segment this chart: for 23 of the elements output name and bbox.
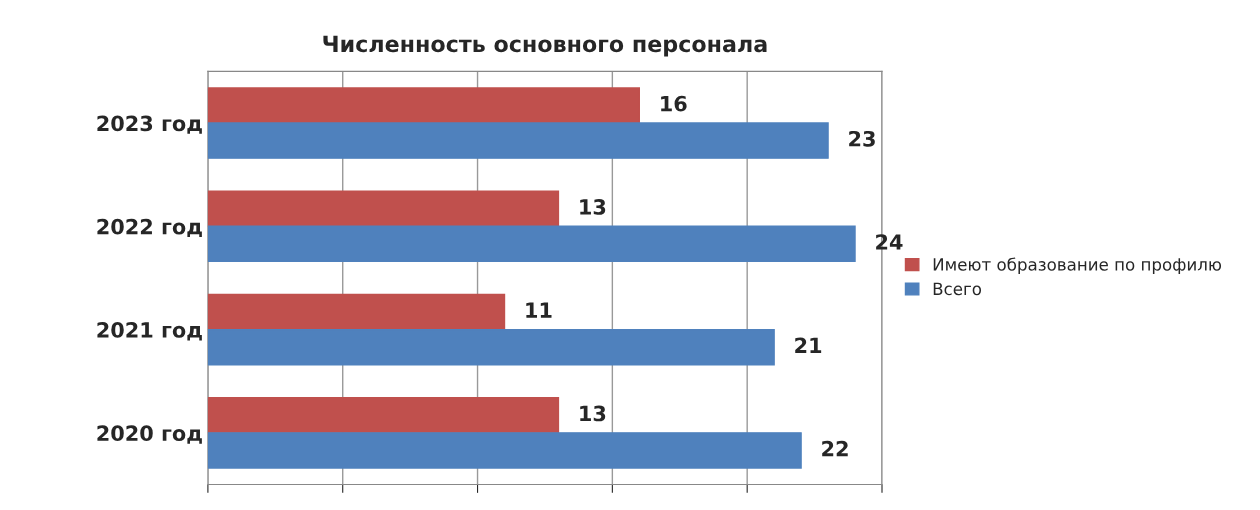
y-tick-label: 2020 год	[97, 425, 202, 444]
bar	[207, 432, 802, 469]
data-label: 24	[876, 234, 903, 250]
data-label: 23	[849, 130, 875, 147]
legend-label: Имеют образование по профилю	[933, 257, 1222, 274]
data-label: 16	[661, 95, 687, 112]
bar	[207, 190, 560, 228]
legend-label: Всего	[933, 282, 982, 296]
bar	[207, 225, 856, 263]
y-tick-label: 2023 год	[97, 115, 202, 134]
data-label: 22	[822, 440, 848, 457]
bar	[207, 328, 775, 366]
bar	[207, 87, 641, 124]
y-tick-label: 2022 год	[97, 218, 202, 238]
data-label: 21	[795, 337, 822, 353]
data-label: 11	[526, 302, 552, 318]
bar	[207, 122, 829, 159]
data-label: 13	[580, 405, 606, 422]
bar	[207, 293, 506, 331]
bar	[207, 397, 560, 434]
data-label: 13	[580, 199, 606, 215]
chart-title: Численность основного персонала	[323, 35, 767, 57]
y-tick-label: 2021 год	[97, 322, 202, 341]
